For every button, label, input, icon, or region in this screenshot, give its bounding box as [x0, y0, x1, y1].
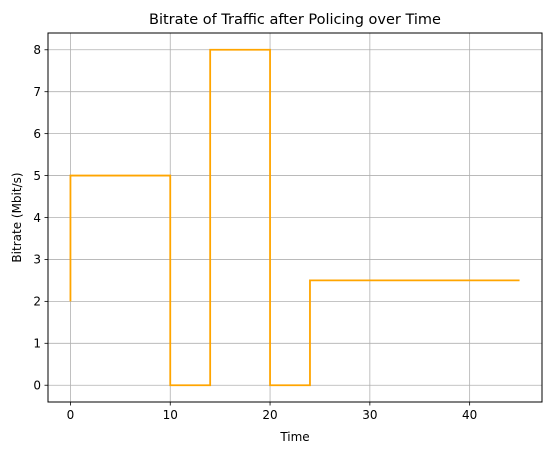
y-tick-label: 5	[33, 169, 41, 183]
series-line	[69, 48, 520, 387]
x-tick-label: 40	[462, 408, 477, 422]
chart-title: Bitrate of Traffic after Policing over T…	[149, 12, 441, 28]
series-layer	[69, 48, 520, 387]
x-axis-label: Time	[279, 430, 309, 444]
y-tick-label: 0	[33, 379, 41, 393]
y-tick-label: 4	[33, 211, 41, 225]
y-tick-label: 1	[33, 337, 41, 351]
x-tick-label: 0	[67, 408, 75, 422]
y-axis-label: Bitrate (Mbit/s)	[10, 172, 24, 262]
ticks: 0 10 20 30 40 0 1 2 3 4 5 6 7 8	[33, 43, 477, 422]
x-tick-label: 10	[163, 408, 178, 422]
y-tick-label: 3	[33, 253, 41, 267]
y-tick-label: 6	[33, 127, 41, 141]
x-tick-label: 30	[362, 408, 377, 422]
x-tick-label: 20	[262, 408, 277, 422]
y-tick-label: 8	[33, 43, 41, 57]
y-tick-label: 7	[33, 85, 41, 99]
y-tick-label: 2	[33, 295, 41, 309]
